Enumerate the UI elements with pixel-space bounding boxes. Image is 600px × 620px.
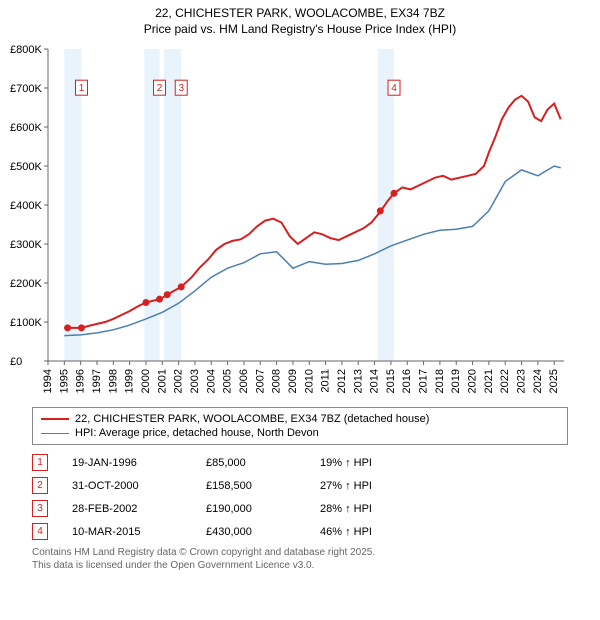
svg-text:2021: 2021 [483,369,495,393]
svg-text:2012: 2012 [336,369,348,393]
series-price_paid [64,96,560,328]
svg-text:2016: 2016 [401,369,413,393]
transaction-number: 3 [32,500,48,517]
svg-text:2002: 2002 [173,369,185,393]
svg-text:£500K: £500K [10,161,42,173]
marker-dot [164,291,171,298]
series-hpi [64,166,560,336]
transaction-diff: 28% ↑ HPI [320,503,410,515]
title-line-1: 22, CHICHESTER PARK, WOOLACOMBE, EX34 7B… [0,6,600,22]
svg-text:2018: 2018 [434,369,446,393]
svg-text:2007: 2007 [254,369,266,393]
legend: 22, CHICHESTER PARK, WOOLACOMBE, EX34 7B… [32,407,568,445]
svg-text:£100K: £100K [10,317,42,329]
transaction-row: 4 10-MAR-2015 £430,000 46% ↑ HPI [32,520,568,543]
svg-text:1997: 1997 [91,369,103,393]
svg-text:£300K: £300K [10,239,42,251]
svg-text:2003: 2003 [189,369,201,393]
footer-line-2: This data is licensed under the Open Gov… [32,560,568,573]
svg-text:2004: 2004 [205,369,217,393]
legend-swatch [41,418,69,420]
transaction-row: 2 31-OCT-2000 £158,500 27% ↑ HPI [32,474,568,497]
legend-label: 22, CHICHESTER PARK, WOOLACOMBE, EX34 7B… [75,413,429,425]
footer: Contains HM Land Registry data © Crown c… [32,547,568,572]
svg-text:2022: 2022 [499,369,511,393]
transaction-diff: 19% ↑ HPI [320,457,410,469]
svg-text:£200K: £200K [10,278,42,290]
callout-label: 4 [391,83,397,94]
svg-text:2000: 2000 [140,369,152,393]
svg-text:2013: 2013 [352,369,364,393]
transaction-price: £85,000 [206,457,296,469]
svg-text:2015: 2015 [385,369,397,393]
transactions-table: 1 19-JAN-1996 £85,000 19% ↑ HPI 2 31-OCT-2000… [32,451,568,543]
svg-text:2023: 2023 [516,369,528,393]
title-line-2: Price paid vs. HM Land Registry's House … [0,22,600,38]
svg-text:£700K: £700K [10,83,42,95]
footer-line-1: Contains HM Land Registry data © Crown c… [32,547,568,560]
chart-area: £0 £100K £200K £300K £400K £500K £600K £700K £80… [10,43,570,403]
svg-text:2019: 2019 [450,369,462,393]
svg-text:£0: £0 [10,356,22,368]
chart-container: 22, CHICHESTER PARK, WOOLACOMBE, EX34 7B… [0,0,600,620]
svg-text:£600K: £600K [10,122,42,134]
svg-text:2001: 2001 [156,369,168,393]
transaction-number: 2 [32,477,48,494]
callout-label: 1 [79,83,85,94]
transaction-date: 10-MAR-2015 [72,526,182,538]
legend-row: 22, CHICHESTER PARK, WOOLACOMBE, EX34 7B… [41,412,559,426]
transaction-price: £190,000 [206,503,296,515]
legend-row: HPI: Average price, detached house, Nort… [41,426,559,440]
svg-text:1999: 1999 [124,369,136,393]
transaction-diff: 46% ↑ HPI [320,526,410,538]
transaction-date: 28-FEB-2002 [72,503,182,515]
marker-dot [142,299,149,306]
svg-text:2006: 2006 [238,369,250,393]
svg-text:£400K: £400K [10,200,42,212]
marker-dot [391,190,398,197]
legend-label: HPI: Average price, detached house, Nort… [75,427,319,439]
svg-text:2020: 2020 [467,369,479,393]
svg-text:1995: 1995 [58,369,70,393]
svg-text:2024: 2024 [532,369,544,393]
svg-text:2009: 2009 [287,369,299,393]
transaction-date: 31-OCT-2000 [72,480,182,492]
transaction-row: 1 19-JAN-1996 £85,000 19% ↑ HPI [32,451,568,474]
transaction-number: 1 [32,454,48,471]
chart-svg: £0 £100K £200K £300K £400K £500K £600K £700K £80… [10,43,570,403]
svg-text:£800K: £800K [10,44,42,56]
marker-dot [64,325,71,332]
svg-text:2014: 2014 [369,369,381,393]
transaction-date: 19-JAN-1996 [72,457,182,469]
svg-text:2005: 2005 [222,369,234,393]
svg-text:1998: 1998 [107,369,119,393]
transaction-diff: 27% ↑ HPI [320,480,410,492]
marker-dot [178,284,185,291]
svg-text:1996: 1996 [75,369,87,393]
transaction-row: 3 28-FEB-2002 £190,000 28% ↑ HPI [32,497,568,520]
marker-dot [156,296,163,303]
marker-dot [377,208,384,215]
svg-text:2017: 2017 [418,369,430,393]
legend-swatch [41,433,69,434]
svg-text:2011: 2011 [320,369,332,393]
title-block: 22, CHICHESTER PARK, WOOLACOMBE, EX34 7B… [0,0,600,37]
svg-text:2010: 2010 [303,369,315,393]
svg-text:1994: 1994 [42,369,54,393]
transaction-price: £430,000 [206,526,296,538]
svg-text:2008: 2008 [271,369,283,393]
marker-dot [78,325,85,332]
callout-label: 2 [157,83,163,94]
transaction-price: £158,500 [206,480,296,492]
svg-text:2025: 2025 [548,369,560,393]
callout-label: 3 [178,83,184,94]
transaction-number: 4 [32,523,48,540]
